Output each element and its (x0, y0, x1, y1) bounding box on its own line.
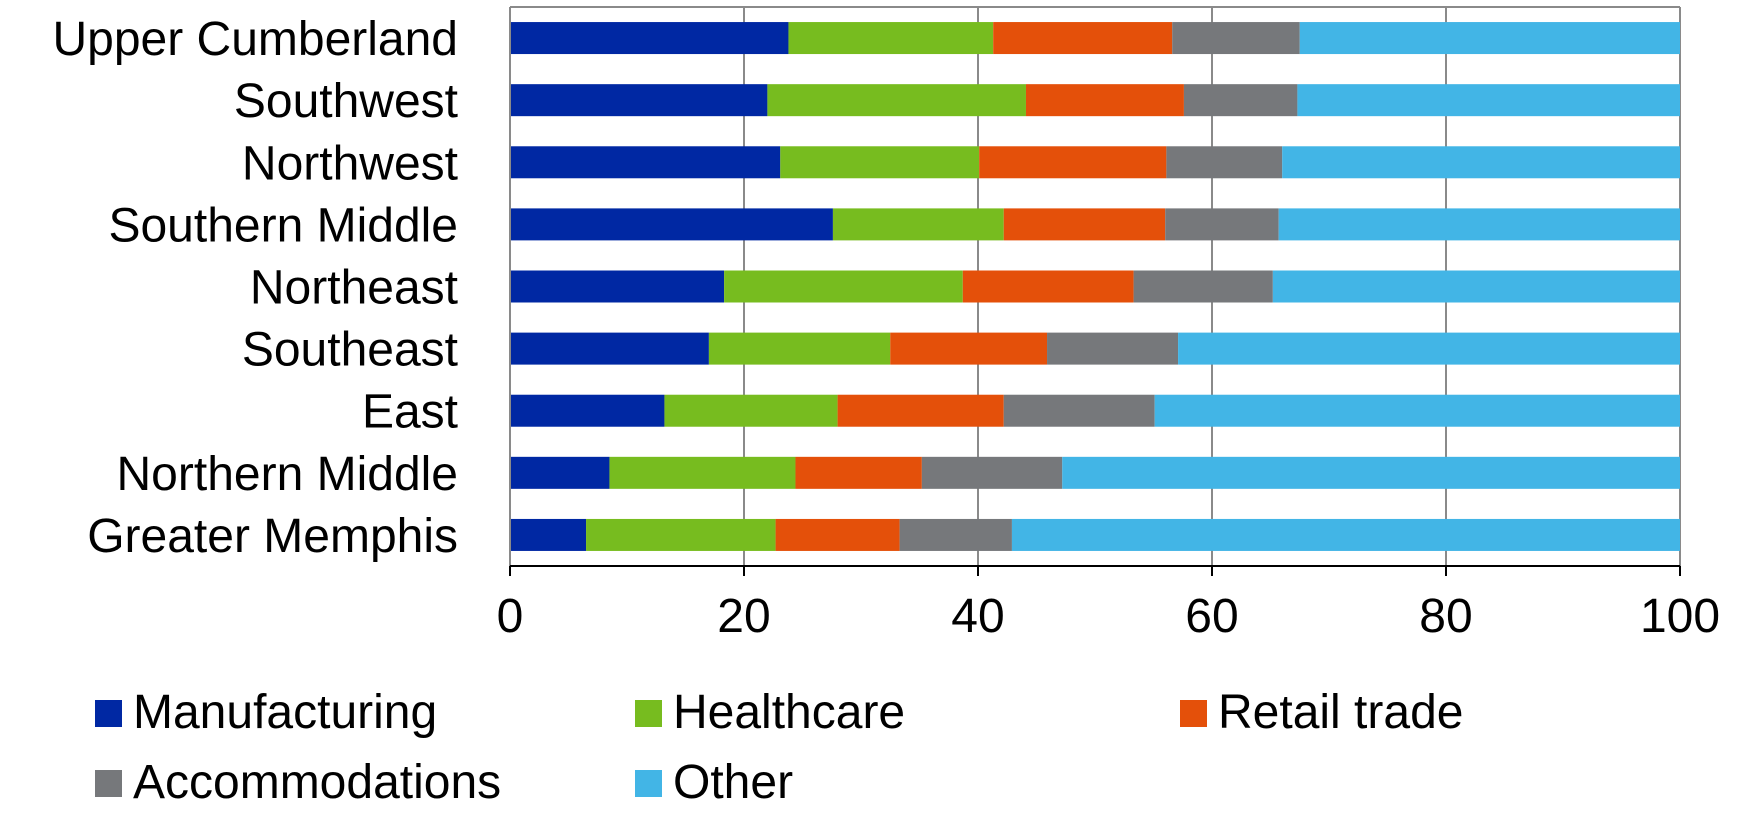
category-labels: Upper Cumberland Southwest Northwest Southe… (52, 13, 458, 563)
bar-segment (780, 146, 980, 179)
bar-segment (510, 208, 833, 241)
x-tick-label: 80 (1419, 590, 1472, 643)
bar-segment (664, 394, 838, 427)
x-tick-label: 40 (951, 590, 1004, 643)
category-label: Southwest (234, 75, 458, 128)
legend: Manufacturing Healthcare Retail trade Accom… (95, 686, 1463, 809)
legend-item: Other (635, 756, 793, 809)
bar-segment (921, 456, 1063, 489)
bar-segment (1003, 394, 1155, 427)
bar-segment (510, 456, 610, 489)
bar-segment (1278, 208, 1680, 241)
bar-segment (1165, 208, 1279, 241)
bar-segment (1272, 270, 1680, 303)
bar-segment (979, 146, 1167, 179)
legend-item: Accommodations (95, 756, 501, 809)
legend-label: Accommodations (133, 756, 501, 809)
x-tick-label: 0 (497, 590, 524, 643)
legend-label: Healthcare (673, 686, 905, 739)
category-label: Northern Middle (117, 448, 458, 501)
bar-segment (993, 22, 1173, 55)
bar-segment (1003, 208, 1166, 241)
legend-item: Retail trade (1180, 686, 1463, 739)
category-label: Greater Memphis (87, 510, 458, 563)
bar-segment (795, 456, 922, 489)
bar-segment (767, 84, 1026, 117)
bar-segment (510, 146, 781, 179)
bar-segment (510, 270, 725, 303)
category-label: Northwest (242, 137, 458, 190)
bars (510, 22, 1680, 551)
legend-item: Manufacturing (95, 686, 437, 739)
legend-swatch (1180, 700, 1207, 727)
bar-segment (775, 518, 900, 551)
category-label: Northeast (250, 262, 458, 315)
bar-segment (1133, 270, 1273, 303)
bar-segment (510, 394, 665, 427)
x-tick-label: 100 (1640, 590, 1720, 643)
legend-label: Manufacturing (133, 686, 437, 739)
x-tick-label: 60 (1185, 590, 1238, 643)
x-tick-labels: 0 20 40 60 80 100 (497, 566, 1720, 643)
bar-segment (1297, 84, 1680, 117)
category-label: East (362, 386, 458, 439)
bar-segment (510, 22, 789, 55)
axes (509, 6, 1680, 567)
category-label: Upper Cumberland (52, 13, 458, 66)
bar-segment (1166, 146, 1283, 179)
bar-segment (609, 456, 796, 489)
bar-segment (1025, 84, 1184, 117)
legend-label: Retail trade (1218, 686, 1463, 739)
bar-segment (1047, 332, 1179, 365)
legend-label: Other (673, 756, 793, 809)
x-tick-label: 20 (717, 590, 770, 643)
legend-swatch (635, 700, 662, 727)
bar-segment (1154, 394, 1680, 427)
legend-swatch (635, 770, 662, 797)
legend-item: Healthcare (635, 686, 905, 739)
legend-swatch (95, 770, 122, 797)
bar-segment (962, 270, 1134, 303)
bar-segment (832, 208, 1004, 241)
bar-segment (890, 332, 1048, 365)
bar-segment (1062, 456, 1680, 489)
bar-segment (1183, 84, 1298, 117)
bar-segment (1299, 22, 1680, 55)
bar-segment (837, 394, 1004, 427)
bar-segment (1011, 518, 1680, 551)
bar-segment (1282, 146, 1680, 179)
bar-segment (1172, 22, 1300, 55)
bar-segment (510, 84, 768, 117)
category-label: Southern Middle (108, 199, 458, 252)
bar-segment (899, 518, 1012, 551)
bar-segment (788, 22, 994, 55)
bar-segment (510, 332, 709, 365)
bar-segment (510, 518, 587, 551)
bar-segment (708, 332, 891, 365)
legend-swatch (95, 700, 122, 727)
category-label: Southeast (242, 324, 458, 377)
bar-segment (724, 270, 963, 303)
bar-segment (586, 518, 776, 551)
bar-segment (1178, 332, 1680, 365)
